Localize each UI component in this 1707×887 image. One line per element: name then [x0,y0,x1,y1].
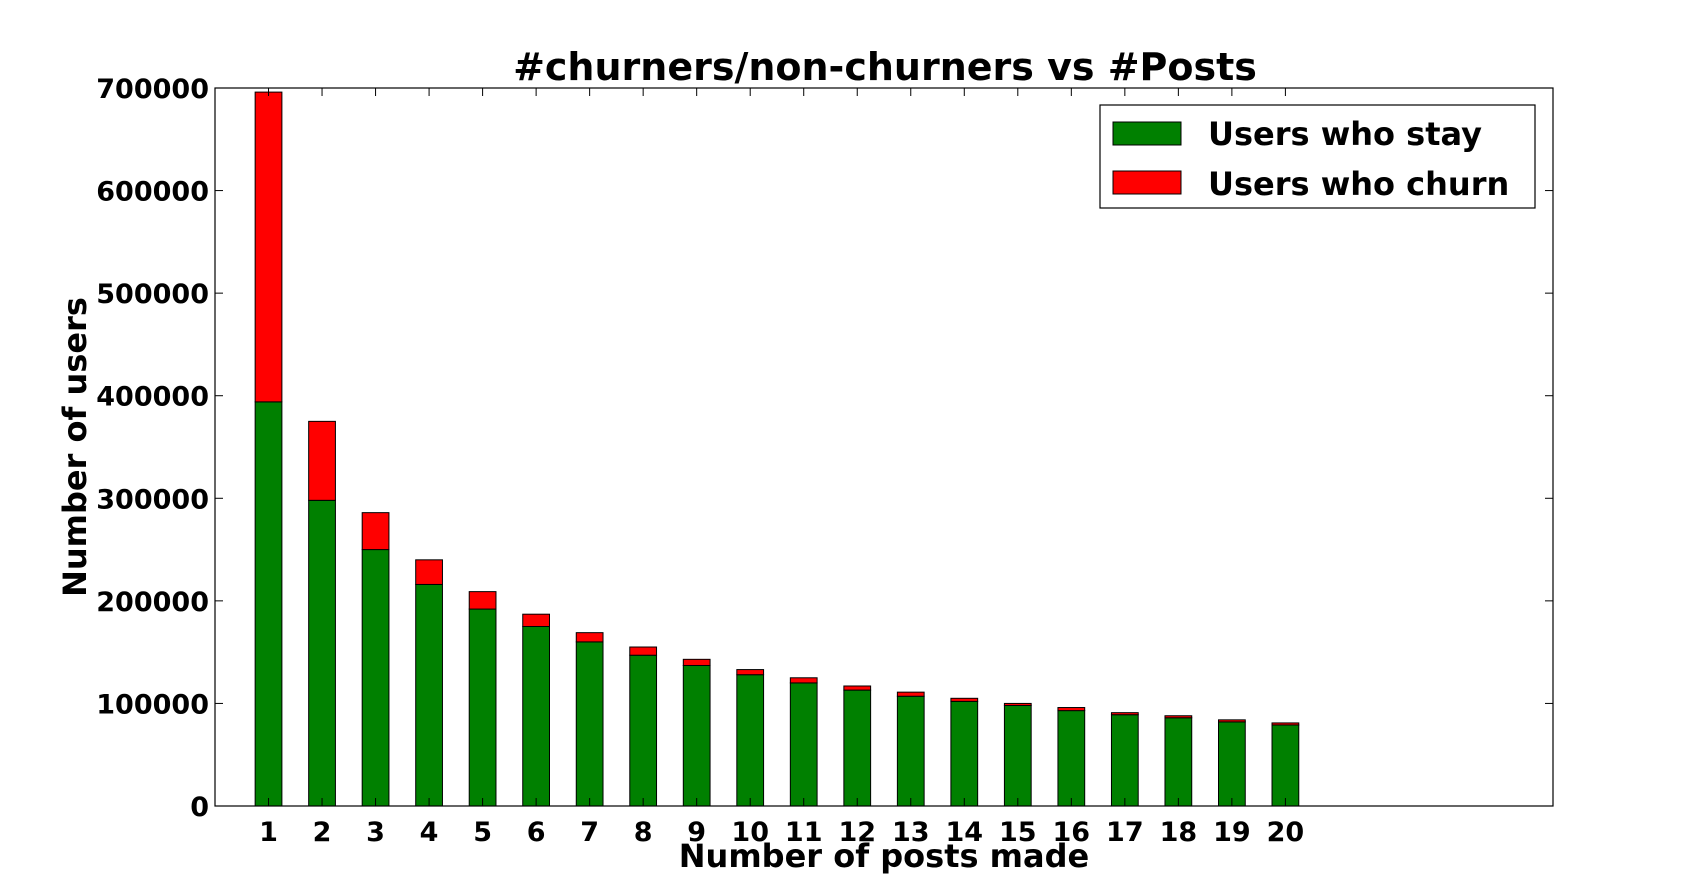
bars-layer [254,91,1300,807]
axes-layer: 0 100000 200000 300000 400000 500000 600000 700… [96,74,1553,848]
bar-stay-10 [736,674,765,807]
bar-stay-12 [843,689,872,807]
x-tick-label: 14 [945,817,983,848]
x-axis-label: Number of posts made [679,837,1089,875]
x-tick-label: 11 [785,817,823,848]
bar-churn-12 [843,685,872,691]
bar-stay-18 [1164,717,1193,807]
x-tick-label: 12 [838,817,876,848]
bar-churn-18 [1164,715,1193,719]
bar-stay-17 [1110,714,1139,807]
bar-churn-1 [254,91,283,403]
bar-churn-19 [1218,719,1246,723]
x-tick-label: 10 [731,817,769,848]
bar-stay-13 [896,695,925,807]
legend-swatch-churn [1112,170,1182,195]
bar-churn-10 [736,669,765,676]
bar-churn-7 [575,632,604,643]
x-tick-label: 5 [473,817,492,848]
y-tick-label: 700000 [96,74,209,105]
y-tick-label: 400000 [96,382,209,413]
x-tick-label: 1 [259,817,278,848]
bar-churn-17 [1110,712,1139,716]
x-tick-label: 13 [892,817,930,848]
y-tick-label: 300000 [96,484,209,515]
bar-stay-6 [522,626,550,807]
bar-churn-8 [629,646,658,656]
bar-churn-14 [950,697,979,702]
bar-churn-20 [1271,722,1300,726]
legend-label-churn: Users who churn [1208,165,1509,203]
x-tick-label: 3 [366,817,385,848]
y-tick-label: 0 [190,792,209,823]
y-tick-label: 500000 [96,279,209,310]
x-tick-label: 18 [1160,817,1198,848]
y-tick-label: 200000 [96,587,209,618]
bar-stay-1 [254,401,283,807]
y-axis-label: Number of users [56,297,94,597]
bar-churn-11 [789,677,818,684]
x-tick-label: 15 [999,817,1037,848]
x-tick-label: 8 [634,817,653,848]
x-tick-label: 16 [1053,817,1091,848]
bar-churn-9 [682,658,711,666]
chart-title: #churners/non-churners vs #Posts [513,45,1257,89]
x-tick-label: 7 [580,817,599,848]
bar-stay-11 [789,682,818,807]
legend-swatch-stay [1112,121,1182,146]
bar-churn-15 [1003,702,1032,706]
y-tick-label: 100000 [96,689,209,720]
bar-stay-3 [361,549,390,807]
bar-churn-13 [896,691,925,697]
bar-stay-15 [1003,704,1032,807]
bar-stay-16 [1057,710,1086,807]
bar-stay-7 [575,641,604,807]
y-tick-label: 600000 [96,177,209,208]
bar-stay-14 [950,700,979,807]
legend: Users who stay Users who churn [1099,104,1536,209]
bar-stay-9 [682,664,711,807]
x-tick-label: 9 [687,817,706,848]
x-tick-label: 4 [420,817,439,848]
x-tick-label: 6 [527,817,546,848]
x-tick-label: 2 [313,817,332,848]
bar-churn-5 [468,591,497,610]
bar-stay-5 [468,608,497,807]
bar-stay-4 [415,583,443,807]
bar-stay-19 [1218,721,1246,807]
bar-churn-16 [1057,707,1086,712]
bar-churn-4 [415,559,443,585]
x-tick-label: 19 [1213,817,1251,848]
x-tick-label: 20 [1267,817,1305,848]
bar-stay-2 [308,499,336,807]
legend-label-stay: Users who stay [1208,115,1482,153]
bar-churn-6 [522,613,550,627]
plot-area-frame [214,87,1554,807]
bar-churn-3 [361,512,390,551]
bar-stay-20 [1271,724,1300,807]
x-tick-label: 17 [1106,817,1144,848]
bar-stay-8 [629,654,658,807]
bar-churn-2 [308,420,336,501]
